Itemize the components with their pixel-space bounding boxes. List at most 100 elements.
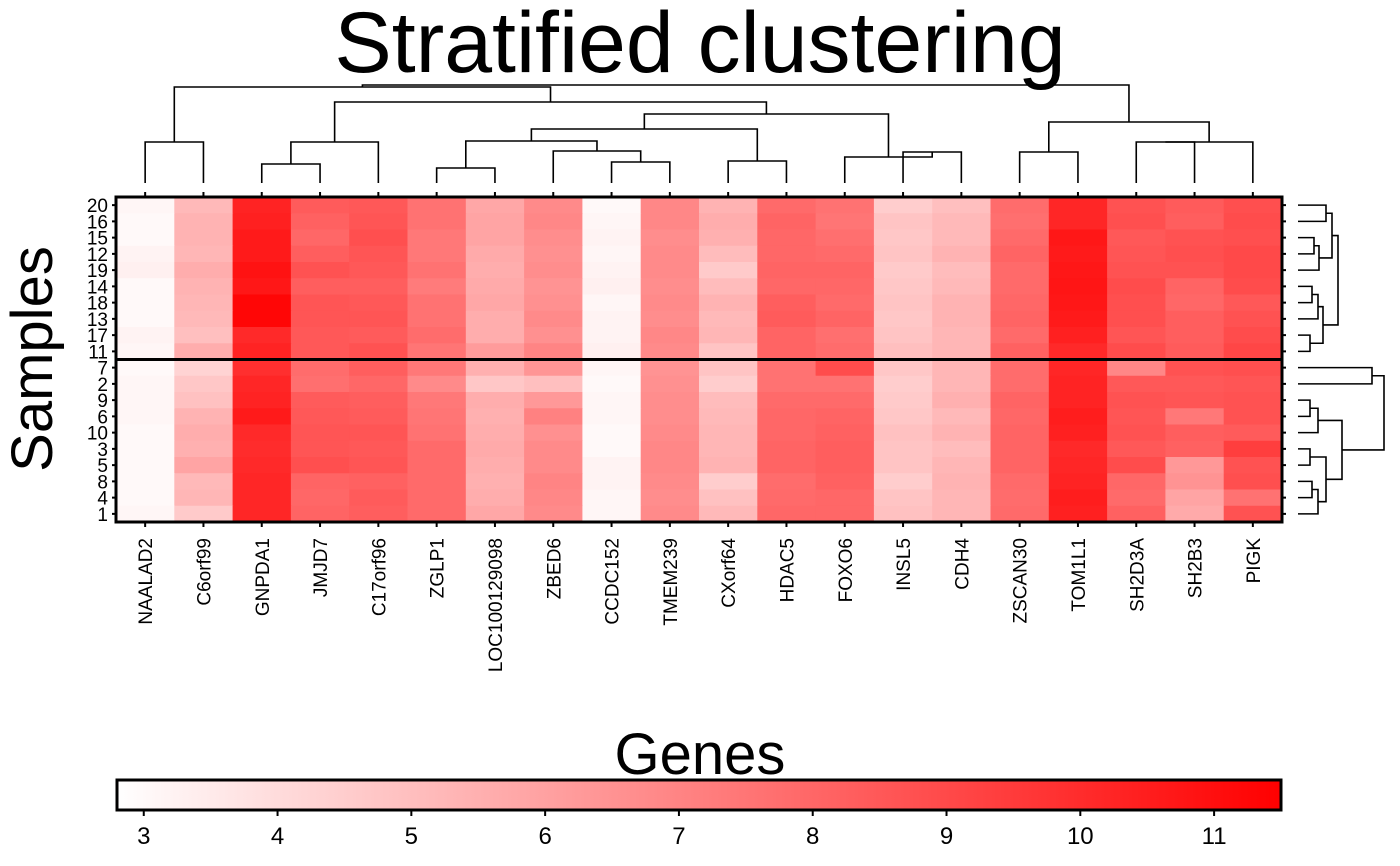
heatmap-cell	[1048, 457, 1108, 474]
heatmap-cell	[116, 245, 175, 263]
heatmap-cell	[290, 262, 350, 279]
heatmap-cell	[349, 327, 409, 344]
heatmap-cell	[174, 440, 234, 458]
heatmap-cell	[116, 440, 175, 458]
heatmap-cell	[1165, 375, 1225, 393]
heatmap-cell	[174, 213, 234, 231]
row-dendrogram-branch	[1298, 399, 1311, 418]
sample-label: 7	[97, 359, 108, 380]
heatmap-cell	[1165, 359, 1225, 377]
heatmap-cell	[349, 424, 409, 442]
heatmap-cell	[582, 310, 642, 328]
heatmap-cell	[932, 375, 992, 393]
heatmap-cell	[640, 505, 700, 523]
heatmap-cell	[873, 392, 933, 409]
heatmap-cell	[290, 473, 350, 491]
heatmap-cell	[407, 245, 467, 263]
heatmap-cell	[290, 245, 350, 263]
heatmap-cell	[699, 197, 758, 214]
heatmap-cell	[990, 392, 1050, 409]
heatmap-cell	[232, 197, 292, 214]
heatmap-cell	[1048, 375, 1108, 393]
heatmap-cell	[290, 440, 350, 458]
sample-label: 5	[97, 456, 108, 477]
heatmap-cell	[1048, 197, 1108, 214]
heatmap-cell	[524, 278, 583, 296]
colorbar-tick-label: 8	[806, 823, 819, 850]
gene-label: HDAC5	[777, 538, 798, 602]
heatmap-cell	[873, 457, 933, 474]
heatmap-cell	[699, 505, 758, 523]
heatmap-cell	[524, 457, 583, 474]
heatmap-cell	[815, 505, 875, 523]
heatmap-cell	[1223, 392, 1283, 409]
heatmap-cell	[349, 262, 409, 279]
heatmap-cell	[932, 424, 992, 442]
gene-label: ZBED6	[544, 538, 565, 599]
heatmap-cell	[873, 245, 933, 263]
heatmap-cell	[990, 343, 1050, 361]
heatmap-cell	[932, 197, 992, 214]
heatmap-cell	[174, 343, 234, 361]
row-dendrogram-branch	[1298, 285, 1313, 304]
heatmap-cell	[465, 473, 525, 491]
heatmap-cell	[873, 310, 933, 328]
colorbar-tick-label: 9	[940, 823, 953, 850]
heatmap-cell	[1107, 392, 1166, 409]
heatmap-cell	[1223, 310, 1283, 328]
column-dendrogram-branch	[465, 140, 598, 168]
heatmap-cell	[1107, 213, 1166, 231]
heatmap-cell	[1223, 262, 1283, 279]
heatmap-cell	[815, 197, 875, 214]
heatmap-cell	[932, 294, 992, 312]
sample-label: 12	[87, 245, 108, 266]
heatmap-cell	[407, 213, 467, 231]
heatmap-cell	[116, 473, 175, 491]
heatmap-cell	[465, 424, 525, 442]
heatmap-cell	[1223, 229, 1283, 247]
heatmap-cell	[1048, 229, 1108, 247]
sample-label: 11	[88, 342, 108, 363]
heatmap-cell	[1048, 440, 1108, 458]
heatmap-cell	[582, 392, 642, 409]
heatmap-cell	[290, 213, 350, 231]
heatmap-cell	[990, 213, 1050, 231]
heatmap-cell	[1165, 505, 1225, 523]
heatmap-cell	[990, 245, 1050, 263]
heatmap-cell	[990, 375, 1050, 393]
heatmap-cell	[407, 262, 467, 279]
gene-label: TMEM239	[661, 538, 682, 626]
heatmap-cell	[1165, 408, 1225, 426]
colorbar-tick-label: 10	[1067, 823, 1094, 850]
heatmap-cell	[349, 213, 409, 231]
heatmap-cell	[465, 343, 525, 361]
column-dendrogram-branch	[435, 167, 496, 183]
heatmap-cell	[757, 262, 817, 279]
column-dendrogram-branch	[173, 86, 552, 142]
heatmap-cell	[524, 440, 583, 458]
heatmap-cell	[407, 359, 467, 377]
column-dendrogram-branch	[260, 163, 321, 183]
heatmap-cell	[582, 278, 642, 296]
heatmap-cell	[757, 473, 817, 491]
heatmap-cell	[990, 457, 1050, 474]
heatmap-cell	[699, 278, 758, 296]
heatmap-cell	[582, 375, 642, 393]
heatmap-cell	[932, 310, 992, 328]
heatmap-cell	[932, 408, 992, 426]
heatmap-cell	[1048, 310, 1108, 328]
heatmap-cell	[1048, 505, 1108, 523]
heatmap-cell	[932, 392, 992, 409]
heatmap-cell	[232, 310, 292, 328]
row-dendrogram-branch	[1298, 448, 1311, 466]
heatmap-cell	[1223, 440, 1283, 458]
heatmap-cell	[815, 310, 875, 328]
heatmap-cell	[815, 424, 875, 442]
heatmap-cell	[1107, 505, 1166, 523]
heatmap-cell	[1107, 473, 1166, 491]
heatmap-cell	[174, 408, 234, 426]
heatmap-cell	[582, 359, 642, 377]
heatmap-cell	[524, 229, 583, 247]
heatmap-cell	[349, 359, 409, 377]
